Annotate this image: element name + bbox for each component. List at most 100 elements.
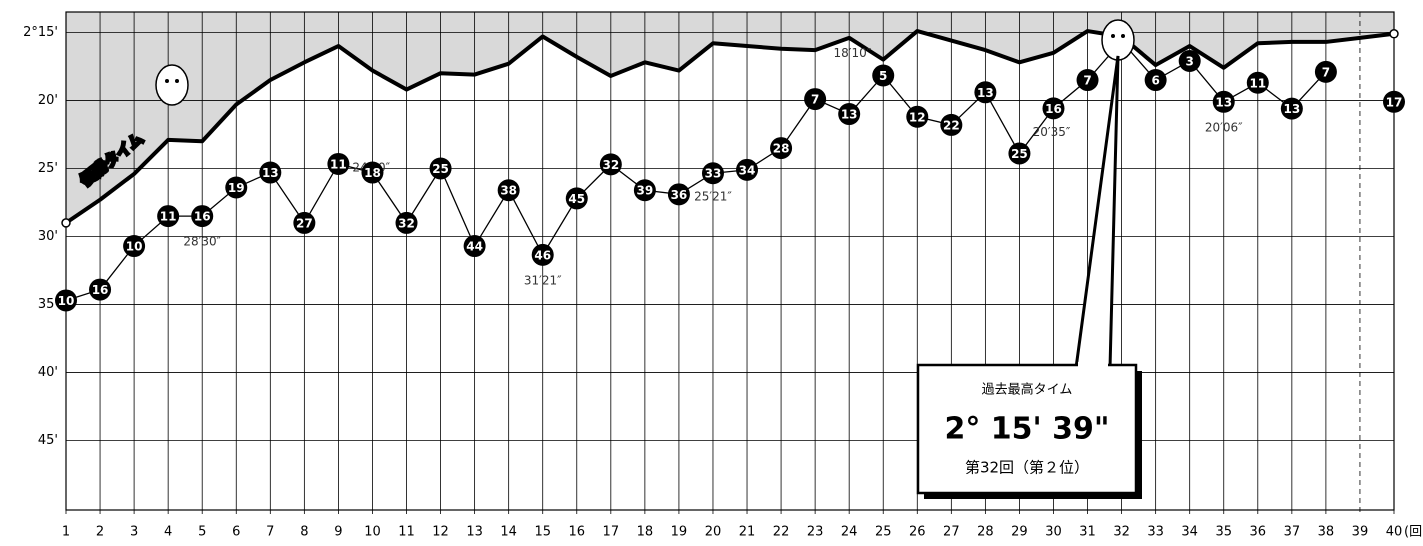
y-tick-label: 20': [38, 93, 58, 108]
team-point: [191, 205, 214, 228]
rank-label: 45: [568, 192, 585, 206]
x-tick-label: 30: [1045, 525, 1062, 540]
team-point: [463, 235, 486, 258]
team-point: [599, 153, 622, 176]
x-tick-label: 13: [466, 525, 483, 540]
rank-label: 3: [1186, 54, 1194, 68]
rank-label: 12: [909, 110, 926, 124]
team-point: [123, 235, 146, 258]
y-tick-label: 40': [38, 365, 58, 380]
callout-cover: [1078, 362, 1108, 368]
x-tick-label: 1: [62, 525, 70, 540]
time-annotation: 28′30″: [183, 235, 221, 249]
team-point: [259, 161, 282, 184]
x-tick-label: 12: [432, 525, 449, 540]
team-point: [736, 158, 759, 181]
team-point: [1383, 90, 1405, 113]
rank-label: 46: [534, 248, 551, 262]
team-point: [701, 162, 724, 185]
rank-label: 44: [466, 240, 483, 254]
callout-note: 第32回（第２位）: [965, 459, 1089, 477]
rank-label: 5: [879, 69, 887, 83]
x-tick-label: 23: [807, 525, 824, 540]
x-tick-label: 14: [500, 525, 517, 540]
plot-frame: [65, 11, 1395, 511]
team-point: [1076, 69, 1099, 92]
x-tick-label: 29: [1011, 525, 1028, 540]
rank-label: 13: [977, 86, 994, 100]
x-tick-label: 10: [364, 525, 381, 540]
rank-label: 39: [637, 184, 654, 198]
team-point: [1178, 49, 1201, 72]
team-point: [906, 105, 929, 128]
team-point: [293, 211, 316, 234]
y-tick-label: 35': [38, 297, 58, 312]
callout-box: [916, 363, 1138, 495]
rank-label: 38: [500, 184, 517, 198]
team-point: [974, 81, 997, 104]
team-point: [565, 187, 588, 210]
rank-label: 7: [1322, 65, 1330, 79]
rank-label: 11: [330, 157, 347, 171]
team-point: [1144, 69, 1167, 92]
rank-label: 32: [602, 158, 619, 172]
rank-label: 13: [1283, 102, 1300, 116]
x-tick-label: 25: [875, 525, 892, 540]
rank-label: 13: [1215, 95, 1232, 109]
team-point: [531, 243, 554, 266]
team-point: [940, 113, 963, 136]
team-point: [395, 211, 418, 234]
rank-label: 7: [811, 93, 819, 107]
team-point: [497, 179, 520, 202]
mascot-eye: [1111, 34, 1115, 38]
x-tick-label: 3: [130, 525, 138, 540]
x-tick-label: 11: [398, 525, 415, 540]
team-point: [633, 179, 656, 202]
team-point: [770, 137, 793, 160]
x-tick-label: 33: [1147, 525, 1164, 540]
x-tick-label: 20: [705, 525, 722, 540]
team-point: [838, 103, 861, 126]
team-point: [157, 205, 180, 228]
x-tick-label: 34: [1181, 525, 1198, 540]
x-tick-label: 9: [334, 525, 342, 540]
time-annotation: 20′35″: [1033, 125, 1071, 139]
y-tick-label: 45': [38, 433, 58, 448]
winning-area: [66, 12, 1394, 223]
rank-label: 25: [432, 162, 449, 176]
team-point: [327, 152, 350, 175]
x-tick-label: 16: [568, 525, 585, 540]
mascot-eye: [165, 79, 169, 83]
mascot: [1101, 19, 1135, 61]
x-tick-label: 27: [943, 525, 960, 540]
callout-pointer: [1074, 55, 1120, 370]
mascot-eye: [1121, 34, 1125, 38]
team-point: [1246, 71, 1269, 94]
x-tick-label: 28: [977, 525, 994, 540]
y-tick-label: 25': [38, 161, 58, 176]
team-point: [429, 157, 452, 180]
mascot: [155, 64, 189, 106]
callout-time: 2° 15' 39": [944, 412, 1109, 447]
rank-label: 11: [160, 210, 177, 224]
team-point: [55, 289, 77, 312]
x-tick-label: 2: [96, 525, 104, 540]
rank-label: 13: [841, 108, 858, 122]
rank-label: 6: [1151, 74, 1159, 88]
winning-endpoint: [61, 218, 71, 228]
rank-label: 18: [364, 166, 381, 180]
x-tick-label: 39: [1352, 525, 1369, 540]
x-tick-label: 18: [637, 525, 654, 540]
team-point: [667, 183, 690, 206]
time-annotation: 31′21″: [524, 273, 562, 287]
x-tick-label: 35: [1215, 525, 1232, 540]
team-point: [872, 64, 895, 87]
team-point: [1212, 90, 1235, 113]
time-annotation: 18′10″: [833, 46, 871, 60]
rank-label: 16: [92, 283, 109, 297]
x-tick-label: 40: [1386, 525, 1403, 540]
y-tick-label: 2°15': [23, 25, 58, 40]
team-point: [89, 278, 112, 301]
